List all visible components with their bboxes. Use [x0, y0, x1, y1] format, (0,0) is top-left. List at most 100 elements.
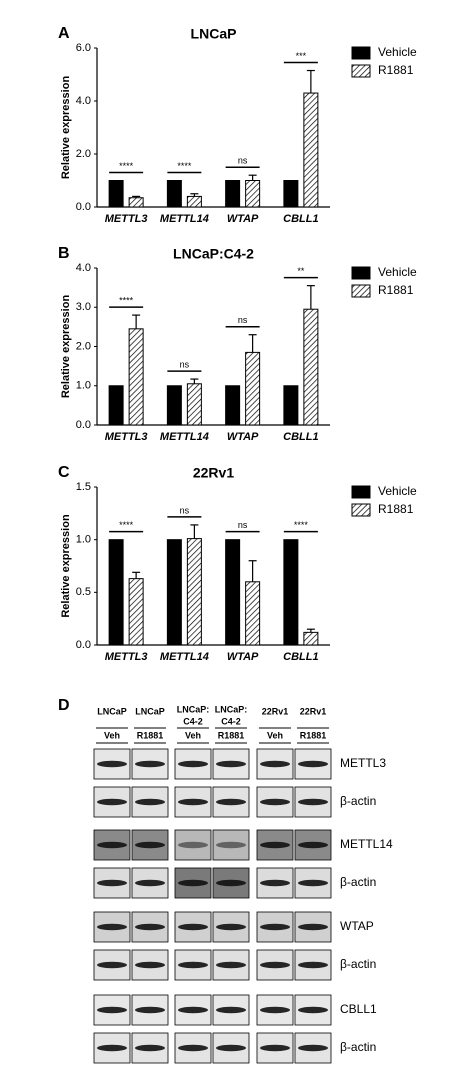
x-tick-label: METTL14	[160, 651, 209, 663]
blot-band	[135, 1006, 165, 1014]
legend-label: Vehicle	[378, 484, 417, 498]
blot-band	[260, 923, 290, 931]
cell-line-label: LNCaP:	[177, 704, 210, 714]
bar	[303, 92, 319, 208]
significance-label: ns	[180, 359, 190, 369]
blot-band	[178, 961, 208, 969]
blot-band	[298, 841, 328, 849]
bar	[108, 539, 124, 646]
blot-band	[135, 1044, 165, 1052]
x-tick-label: CBLL1	[283, 651, 318, 663]
blot-band	[178, 841, 208, 849]
error-bar	[248, 334, 257, 353]
bar	[108, 385, 124, 426]
y-tick-label: 1.5	[76, 481, 91, 493]
blot-band	[178, 879, 208, 887]
blot-band	[135, 760, 165, 768]
y-axis-label: Relative expression	[60, 295, 72, 399]
x-tick-label: METTL14	[160, 431, 209, 443]
bar	[245, 180, 261, 208]
blot-band	[260, 1044, 290, 1052]
blot-band	[298, 1044, 328, 1052]
blot-band	[298, 923, 328, 931]
legend-swatch	[351, 266, 371, 280]
x-tick-label: METTL3	[105, 651, 148, 663]
blot-band	[260, 879, 290, 887]
row-label: β-actin	[340, 794, 376, 808]
bar	[186, 538, 202, 646]
bar	[245, 581, 261, 646]
significance-label: ****	[119, 161, 134, 171]
y-tick-label: 4.0	[76, 262, 91, 274]
panel-label: D	[58, 697, 70, 714]
blot-band	[97, 923, 127, 931]
significance-label: **	[297, 266, 305, 276]
cell-line-label: 22Rv1	[262, 706, 289, 716]
error-bar	[306, 69, 315, 94]
error-bar	[306, 628, 315, 633]
y-axis-label: Relative expression	[60, 514, 72, 618]
blot-band	[216, 923, 246, 931]
legend-label: R1881	[378, 283, 414, 297]
x-tick-label: CBLL1	[283, 213, 318, 225]
blot-band	[135, 798, 165, 806]
y-tick-label: 4.0	[76, 95, 91, 107]
blot-band	[178, 760, 208, 768]
blot-band	[216, 879, 246, 887]
blot-band	[135, 841, 165, 849]
bar	[166, 539, 182, 646]
bar	[128, 328, 144, 426]
panel-label: A	[58, 25, 70, 42]
y-tick-label: 3.0	[76, 301, 91, 313]
row-label: WTAP	[340, 919, 374, 933]
significance-label: ns	[238, 156, 248, 166]
y-tick-label: 2.0	[76, 148, 91, 160]
legend-label: R1881	[378, 63, 414, 77]
x-tick-label: WTAP	[227, 431, 259, 443]
blot-band	[97, 961, 127, 969]
significance-label: ****	[177, 161, 192, 171]
y-tick-label: 2.0	[76, 340, 91, 352]
treatment-label: Veh	[104, 730, 120, 740]
blot-band	[97, 798, 127, 806]
cell-line-label: LNCaP	[97, 706, 127, 716]
chart-title: 22Rv1	[193, 465, 234, 481]
bar	[303, 308, 319, 426]
blot-band	[298, 1006, 328, 1014]
legend-label: Vehicle	[378, 265, 417, 279]
error-bar	[248, 174, 257, 181]
blot-band	[216, 1044, 246, 1052]
treatment-label: R1881	[137, 730, 164, 740]
blot-band	[260, 841, 290, 849]
cell-line-label: C4-2	[221, 716, 241, 726]
y-axis-label: Relative expression	[60, 76, 72, 180]
bar	[245, 351, 261, 426]
blot-band	[216, 1006, 246, 1014]
blot-band	[178, 923, 208, 931]
panel-label: B	[58, 245, 70, 262]
row-label: β-actin	[340, 875, 376, 889]
cell-line-label: 22Rv1	[300, 706, 327, 716]
x-tick-label: WTAP	[227, 651, 259, 663]
blot-band	[178, 1006, 208, 1014]
treatment-label: R1881	[218, 730, 245, 740]
blot-band	[260, 961, 290, 969]
error-bar	[306, 285, 315, 310]
bar	[166, 385, 182, 426]
bar	[225, 385, 241, 426]
bar	[225, 180, 241, 208]
cell-line-label: LNCaP	[135, 706, 165, 716]
bar	[128, 197, 144, 208]
y-tick-label: 6.0	[76, 42, 91, 54]
blot-band	[216, 961, 246, 969]
blot-band	[216, 841, 246, 849]
x-tick-label: WTAP	[227, 213, 259, 225]
treatment-label: Veh	[267, 730, 283, 740]
blot-band	[178, 798, 208, 806]
bar	[283, 539, 299, 646]
treatment-label: R1881	[300, 730, 327, 740]
error-bar	[132, 571, 141, 579]
legend-swatch	[351, 64, 371, 78]
bar	[303, 631, 319, 646]
error-bar	[190, 378, 199, 384]
